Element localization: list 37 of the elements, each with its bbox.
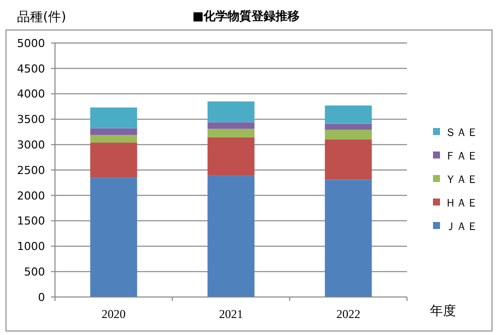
x-tick-label: 2022 [336, 307, 360, 321]
legend-label: ＹＡＥ [445, 172, 478, 186]
legend-label: ＪＡＥ [445, 220, 478, 233]
y-axis-title: 品種(件) [17, 10, 66, 25]
chart-title: ■化学物質登録推移 [192, 9, 300, 23]
bar [90, 128, 138, 135]
legend-label: ＳＡＥ [445, 126, 478, 139]
bar [324, 124, 372, 130]
bar [208, 137, 254, 176]
bar [324, 140, 372, 180]
y-tick-label: 2000 [17, 189, 45, 202]
legend-label: ＦＡＥ [445, 149, 478, 162]
y-tick-label: 4500 [17, 62, 45, 76]
bar [324, 180, 372, 297]
bar [208, 128, 254, 138]
bar [208, 176, 254, 297]
y-tick-label: 5000 [17, 36, 45, 50]
x-axis-title: 年度 [430, 303, 456, 319]
y-tick-label: 1000 [17, 240, 45, 254]
y-tick-label: 3500 [17, 113, 45, 126]
y-tick-label: 2500 [17, 164, 45, 177]
bar [90, 178, 138, 297]
y-tick-label: 1500 [17, 214, 45, 228]
y-tick-label: 3000 [17, 138, 45, 152]
y-tick-label: 500 [24, 265, 45, 278]
bar [208, 122, 254, 129]
x-tick-label: 2020 [102, 307, 126, 321]
x-tick-label: 2021 [219, 307, 243, 321]
bar [90, 134, 138, 143]
bar [208, 101, 254, 122]
legend-label: ＨＡＥ [445, 196, 478, 210]
bar [90, 108, 138, 128]
bar [324, 105, 372, 124]
y-tick-label: 4000 [17, 88, 45, 101]
bar [90, 142, 138, 178]
y-tick-label: 0 [38, 290, 45, 304]
bar [324, 130, 372, 140]
